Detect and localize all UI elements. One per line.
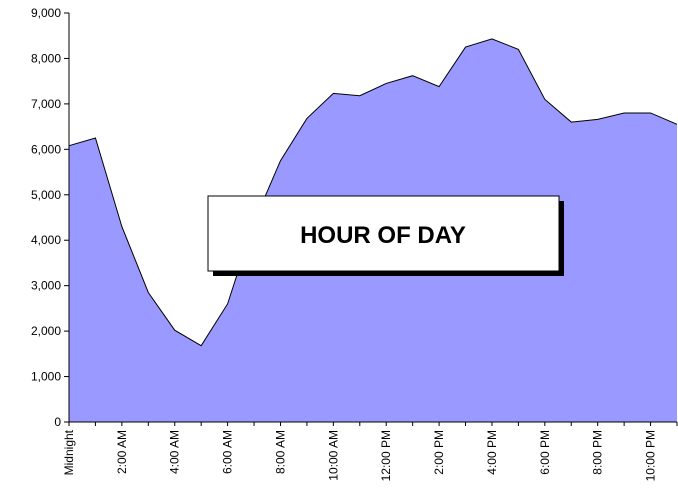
- y-tick-label: 1,000: [31, 370, 61, 384]
- x-tick-label: 2:00 PM: [432, 430, 446, 475]
- area-line: [68, 38, 678, 347]
- x-tick-label: Midnight: [62, 429, 76, 475]
- y-tick-label: 0: [54, 415, 61, 429]
- x-tick-label: 10:00 AM: [326, 430, 340, 481]
- y-tick-label: 7,000: [31, 97, 61, 111]
- chart-title: HOUR OF DAY: [300, 222, 466, 249]
- y-tick-label: 8,000: [31, 51, 61, 65]
- y-tick-label: 4,000: [31, 233, 61, 247]
- x-tick-label: 2:00 AM: [115, 430, 129, 474]
- x-tick-label: 8:00 PM: [591, 430, 605, 475]
- x-tick-label: 6:00 PM: [538, 430, 552, 475]
- x-tick-label: 4:00 AM: [168, 430, 182, 474]
- x-tick-label: 4:00 PM: [485, 430, 499, 475]
- y-tick-label: 3,000: [31, 279, 61, 293]
- x-tick-label: 8:00 AM: [273, 430, 287, 474]
- y-tick-label: 6,000: [31, 142, 61, 156]
- y-tick-label: 9,000: [31, 6, 61, 20]
- y-tick-label: 2,000: [31, 324, 61, 338]
- x-tick-label: 6:00 AM: [221, 430, 235, 474]
- x-tick-label: 12:00 PM: [379, 430, 393, 481]
- title-box: [207, 195, 560, 272]
- x-tick-label: 10:00 PM: [644, 430, 658, 481]
- y-tick-label: 5,000: [31, 188, 61, 202]
